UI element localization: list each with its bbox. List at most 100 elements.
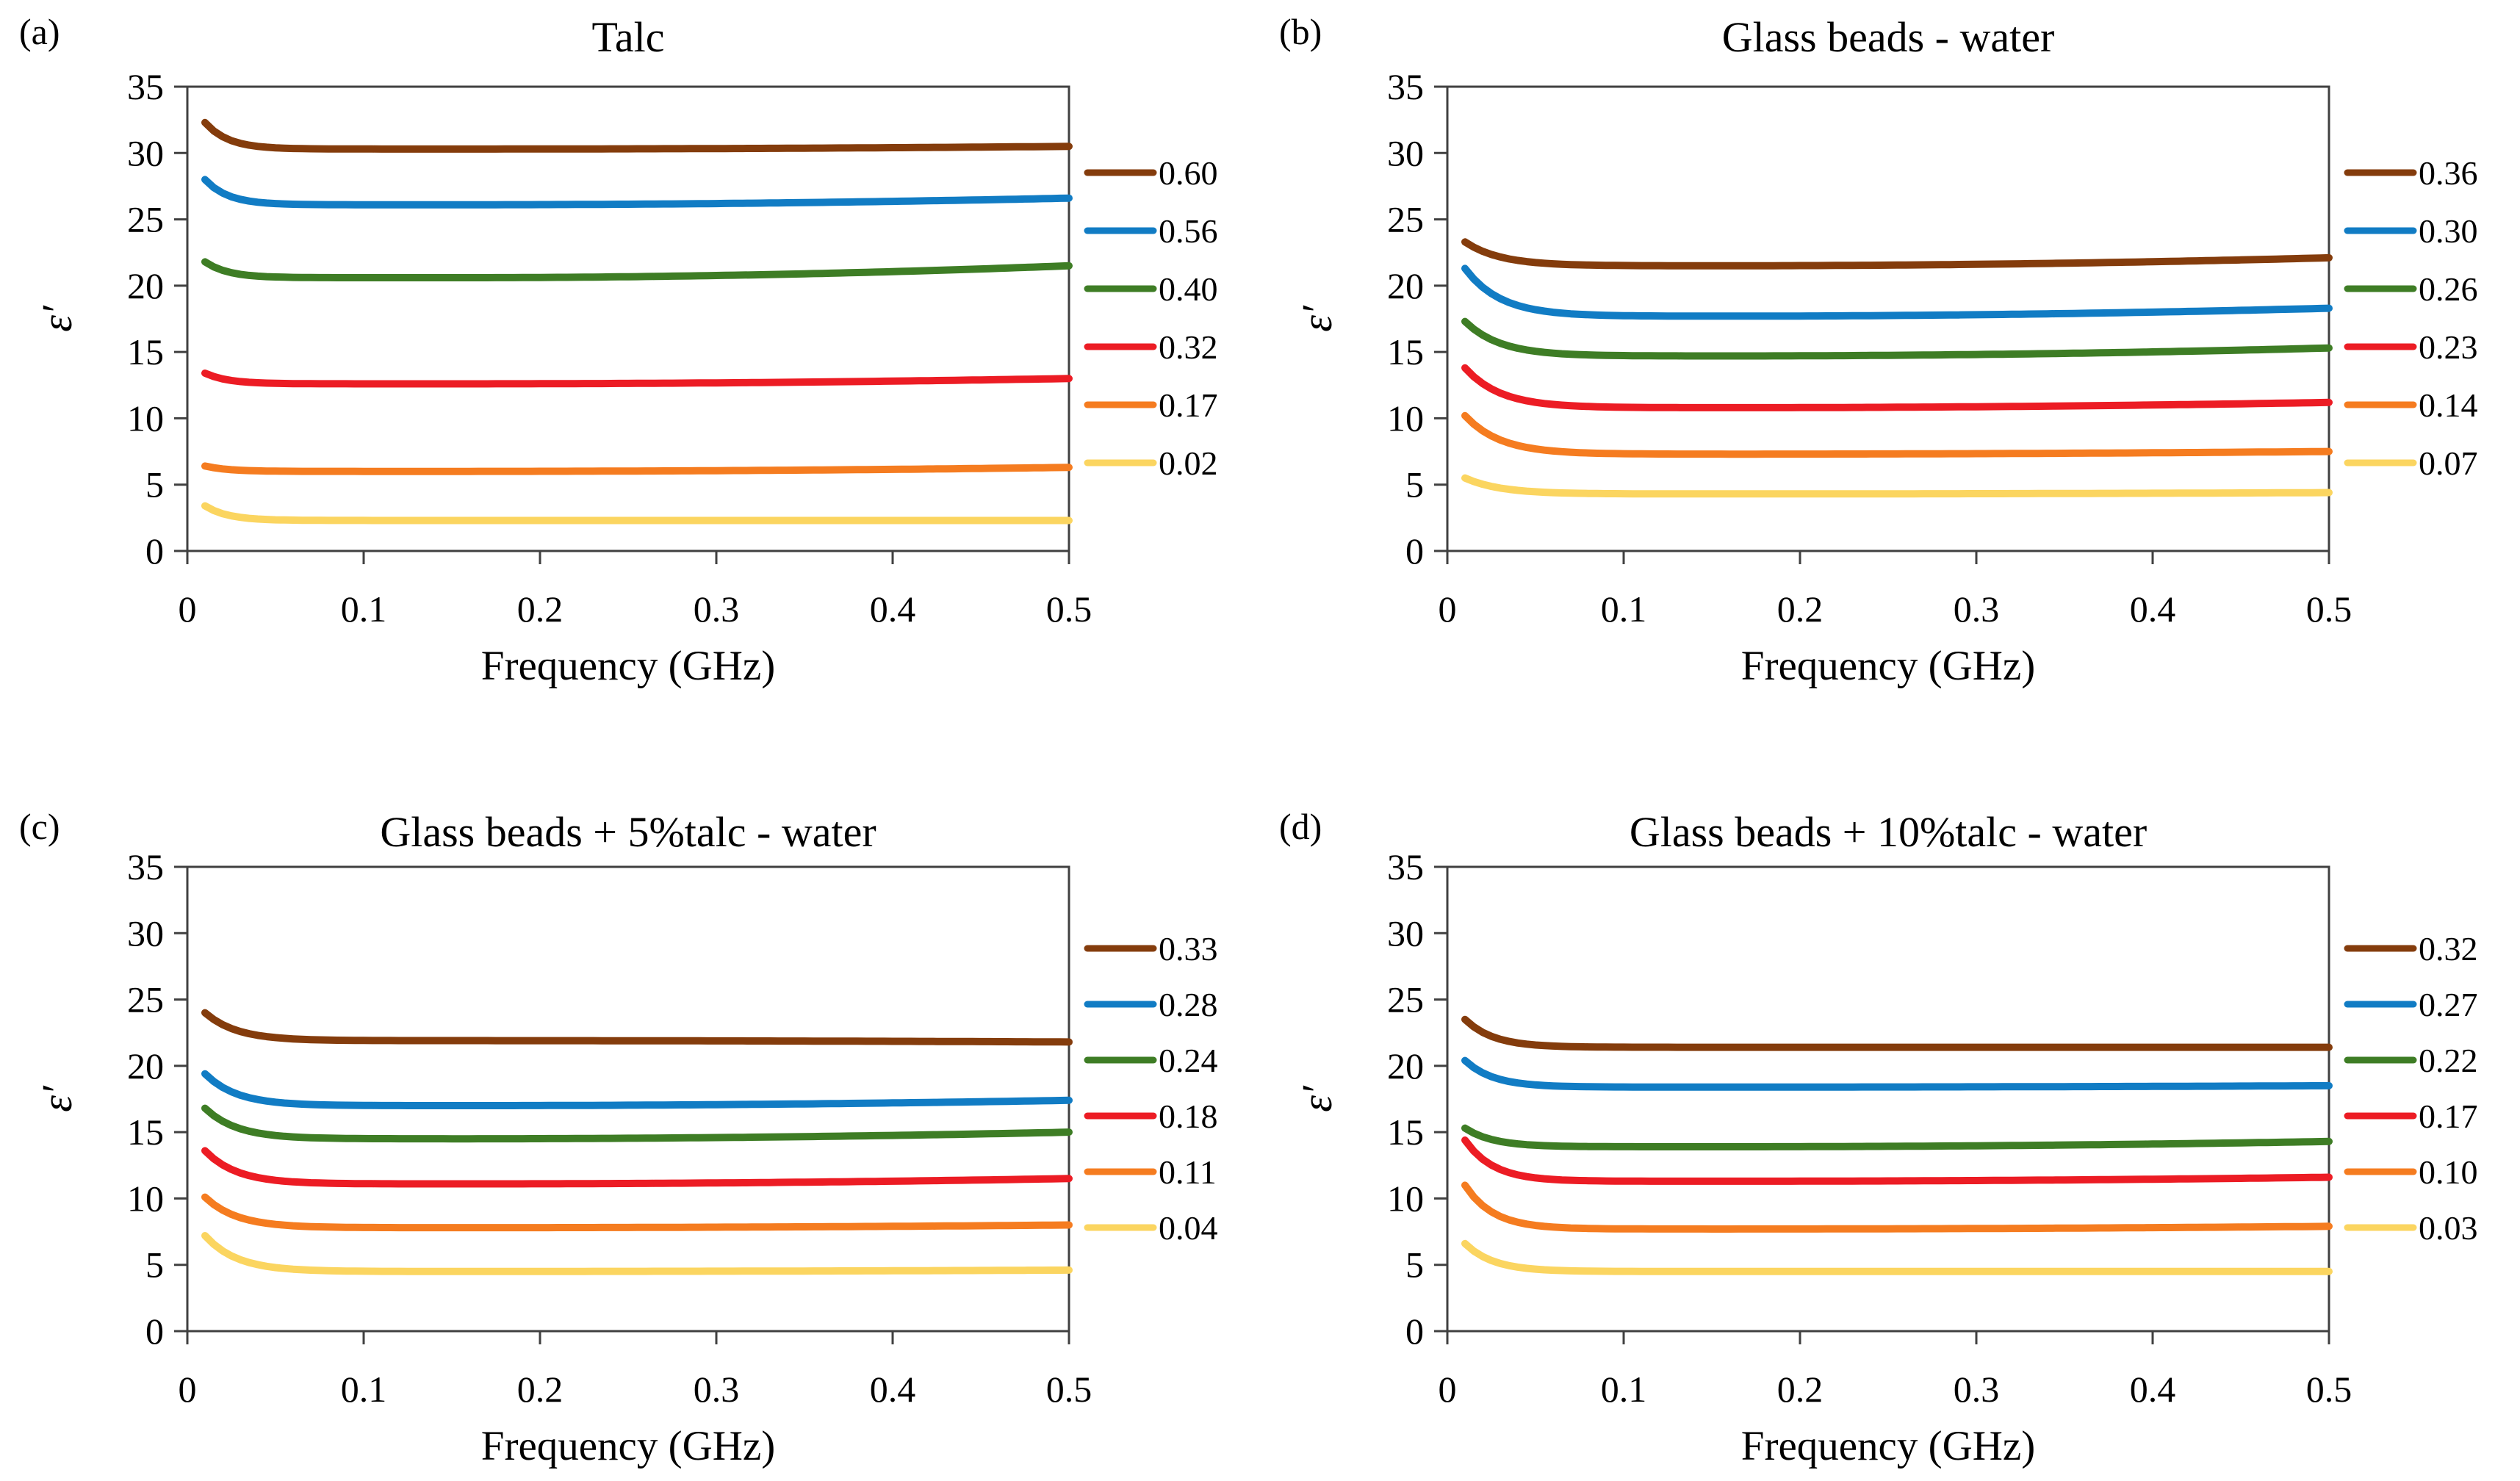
x-tick-label: 0 xyxy=(1439,588,1457,630)
chart-title: Glass beads + 5%talc - water xyxy=(380,808,876,856)
series-line-0.28 xyxy=(201,1070,1073,1109)
legend-label: 0.10 xyxy=(2419,1153,2478,1191)
x-tick-label: 0.5 xyxy=(2306,588,2352,630)
legend-label: 0.04 xyxy=(1159,1209,1218,1247)
y-tick-label: 5 xyxy=(145,1244,164,1286)
series-line-0.10 xyxy=(1461,1181,2333,1233)
series-line-0.17 xyxy=(201,462,1073,475)
legend-label: 0.56 xyxy=(1159,212,1218,250)
x-tick-label: 0.4 xyxy=(2130,1369,2176,1410)
y-tick-label: 10 xyxy=(127,397,164,439)
legend-label: 0.32 xyxy=(1159,328,1218,366)
series-line-0.24 xyxy=(201,1104,1073,1143)
x-tick-label: 0.3 xyxy=(1954,588,2000,630)
y-tick-label: 10 xyxy=(1387,397,1424,439)
legend-label: 0.17 xyxy=(1159,386,1218,424)
x-tick-label: 0.4 xyxy=(2130,588,2176,630)
chart-plot-area: 0 5 10 15 20 25 30 35 0 0.1 0.2 0.3 0.4 0.5 0.32 0.27 0.… xyxy=(1387,846,2478,1410)
legend-label: 0.26 xyxy=(2419,270,2478,308)
y-tick-label: 5 xyxy=(1405,1244,1424,1286)
y-tick-label: 20 xyxy=(1387,1045,1424,1087)
series-line-0.32 xyxy=(201,370,1073,388)
x-axis-label: Frequency (GHz) xyxy=(480,1423,776,1469)
y-tick-label: 35 xyxy=(127,66,164,107)
chart-title: Glass beads - water xyxy=(1721,13,2055,61)
series-line-0.27 xyxy=(1461,1056,2333,1091)
legend-label: 0.30 xyxy=(2419,212,2478,250)
y-tick-label: 20 xyxy=(127,265,164,306)
series-line-0.36 xyxy=(1461,238,2333,270)
y-tick-label: 0 xyxy=(145,1311,164,1352)
series-line-0.40 xyxy=(201,258,1073,281)
legend-label: 0.07 xyxy=(2419,444,2478,482)
series-line-0.18 xyxy=(201,1147,1073,1188)
legend-label: 0.14 xyxy=(2419,386,2478,424)
x-tick-label: 0.3 xyxy=(694,1369,740,1410)
y-tick-label: 35 xyxy=(1387,846,1424,887)
y-tick-label: 30 xyxy=(127,912,164,954)
y-tick-label: 0 xyxy=(1405,1311,1424,1352)
x-axis-label: Frequency (GHz) xyxy=(1740,643,2036,689)
y-tick-label: 10 xyxy=(1387,1178,1424,1219)
panel-c: (c) Glass beads + 5%talc - water ε′ 0 5 10… xyxy=(0,740,1260,1481)
y-tick-label: 0 xyxy=(1405,530,1424,572)
series-line-0.23 xyxy=(1461,364,2333,411)
y-tick-label: 25 xyxy=(1387,199,1424,240)
x-tick-label: 0 xyxy=(179,1369,197,1410)
y-tick-label: 15 xyxy=(127,1111,164,1153)
series-line-0.14 xyxy=(1461,411,2333,458)
legend-label: 0.36 xyxy=(2419,154,2478,192)
series-line-0.26 xyxy=(1461,317,2333,360)
legend-label: 0.27 xyxy=(2419,986,2478,1023)
axis-box xyxy=(1446,865,2330,1333)
chart-title: Talc xyxy=(591,13,665,61)
axis-box xyxy=(1446,85,2330,552)
y-tick-label: 25 xyxy=(127,979,164,1020)
x-tick-label: 0.4 xyxy=(870,1369,916,1410)
y-tick-label: 25 xyxy=(1387,979,1424,1020)
x-tick-label: 0 xyxy=(179,588,197,630)
legend-label: 0.24 xyxy=(1159,1042,1218,1079)
panel-label: (c) xyxy=(19,806,60,847)
panel-label: (a) xyxy=(19,11,60,52)
legend-label: 0.02 xyxy=(1159,444,1218,482)
y-tick-label: 5 xyxy=(145,464,164,505)
x-tick-label: 0.2 xyxy=(1777,588,1824,630)
series-line-0.17 xyxy=(1461,1136,2333,1185)
panel-b: (b) Glass beads - water ε′ 0 5 10 15 20 25 30 3… xyxy=(1260,0,2520,740)
x-tick-label: 0 xyxy=(1439,1369,1457,1410)
panel-a: (a) Talc ε′ 0 5 10 15 20 25 30 35 0 0.1 0.2 0.3 0.4 0… xyxy=(0,0,1260,740)
y-tick-label: 30 xyxy=(127,132,164,173)
panel-label: (d) xyxy=(1279,806,1322,847)
y-tick-label: 15 xyxy=(127,331,164,372)
y-tick-label: 20 xyxy=(127,1045,164,1087)
panel-label: (b) xyxy=(1279,11,1322,52)
chart-plot-area: 0 5 10 15 20 25 30 35 0 0.1 0.2 0.3 0.4 0.5 0.60 0.56 0.… xyxy=(127,66,1218,630)
x-tick-label: 0.5 xyxy=(1046,1369,1092,1410)
legend-label: 0.17 xyxy=(2419,1098,2478,1135)
series-line-0.07 xyxy=(1461,474,2333,498)
legend-label: 0.23 xyxy=(2419,328,2478,366)
x-tick-label: 0.2 xyxy=(1777,1369,1824,1410)
x-tick-label: 0.5 xyxy=(2306,1369,2352,1410)
x-axis-label: Frequency (GHz) xyxy=(1740,1423,2036,1469)
chart-title: Glass beads + 10%talc - water xyxy=(1629,808,2148,856)
x-tick-label: 0.1 xyxy=(1601,1369,1647,1410)
series-line-0.11 xyxy=(201,1193,1073,1232)
series-line-0.33 xyxy=(201,1009,1073,1046)
y-tick-label: 0 xyxy=(145,530,164,572)
legend-label: 0.22 xyxy=(2419,1042,2478,1079)
x-tick-label: 0.1 xyxy=(341,1369,387,1410)
series-line-0.56 xyxy=(201,176,1073,209)
y-tick-label: 35 xyxy=(127,846,164,887)
y-tick-label: 30 xyxy=(1387,912,1424,954)
series-line-0.02 xyxy=(201,502,1073,525)
legend-label: 0.18 xyxy=(1159,1098,1218,1135)
y-tick-label: 5 xyxy=(1405,464,1424,505)
x-tick-label: 0.3 xyxy=(694,588,740,630)
series-line-0.03 xyxy=(1461,1239,2333,1275)
legend-label: 0.33 xyxy=(1159,930,1218,967)
legend-label: 0.40 xyxy=(1159,270,1218,308)
chart-plot-area: 0 5 10 15 20 25 30 35 0 0.1 0.2 0.3 0.4 0.5 0.36 0.30 0.… xyxy=(1387,66,2478,630)
